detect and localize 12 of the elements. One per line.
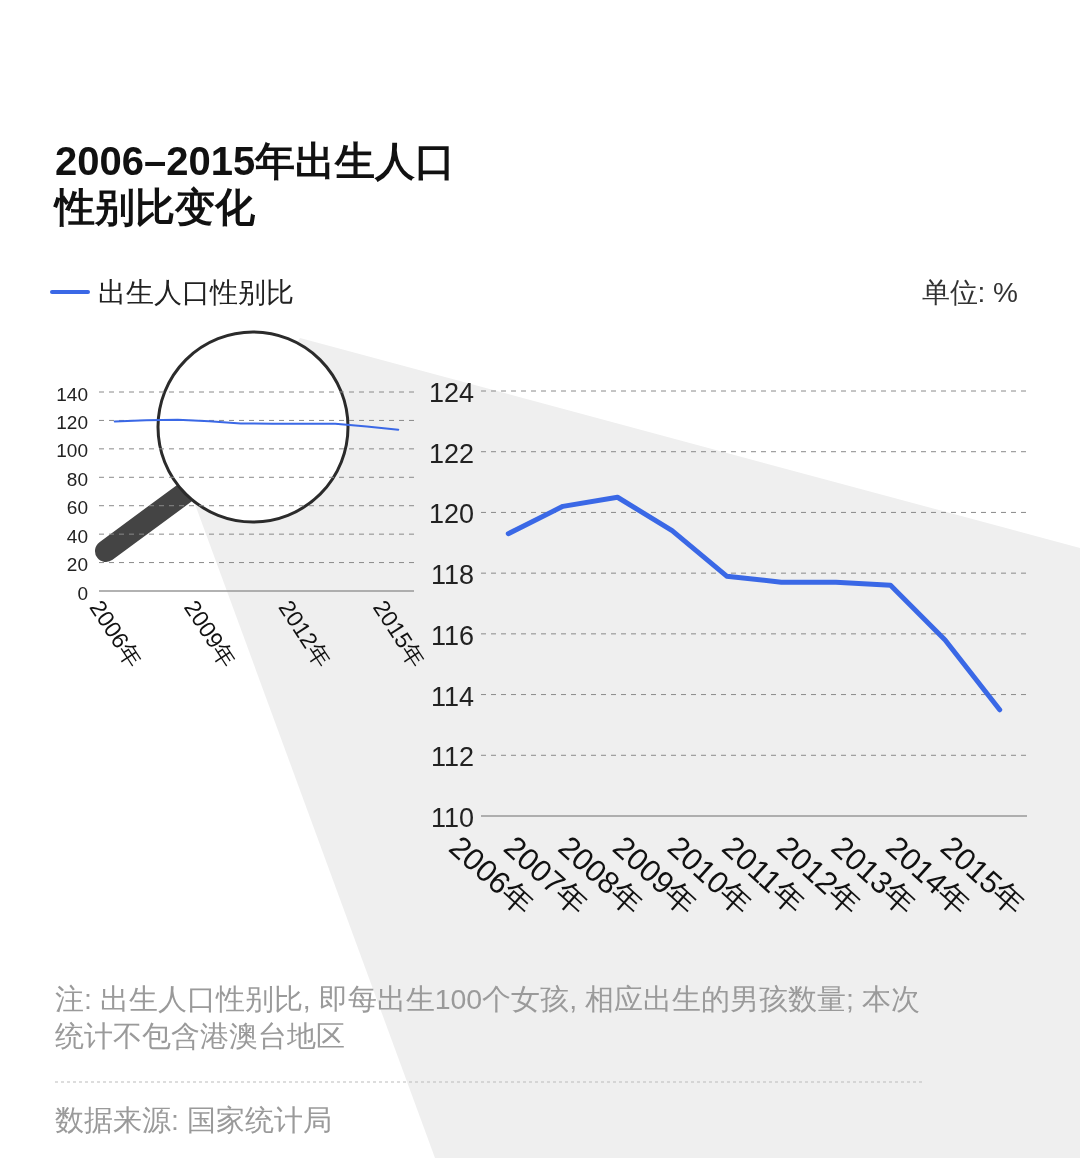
chart-title: 2006–2015年出生人口性别比变化 [55,138,457,230]
y-tick-label: 100 [56,440,88,462]
y-tick-label: 80 [66,468,88,490]
y-tick-label: 140 [56,383,88,405]
y-axis-title: 单位: % [921,276,1018,308]
legend: 出生人口性别比 [50,276,294,308]
y-tick-label: 20 [66,554,88,576]
y-tick-label: 0 [77,582,88,604]
legend-label: 出生人口性别比 [98,276,294,308]
y-tick-label: 60 [66,497,88,519]
y-tick-label: 40 [66,525,88,547]
y-tick-label: 120 [56,411,88,433]
